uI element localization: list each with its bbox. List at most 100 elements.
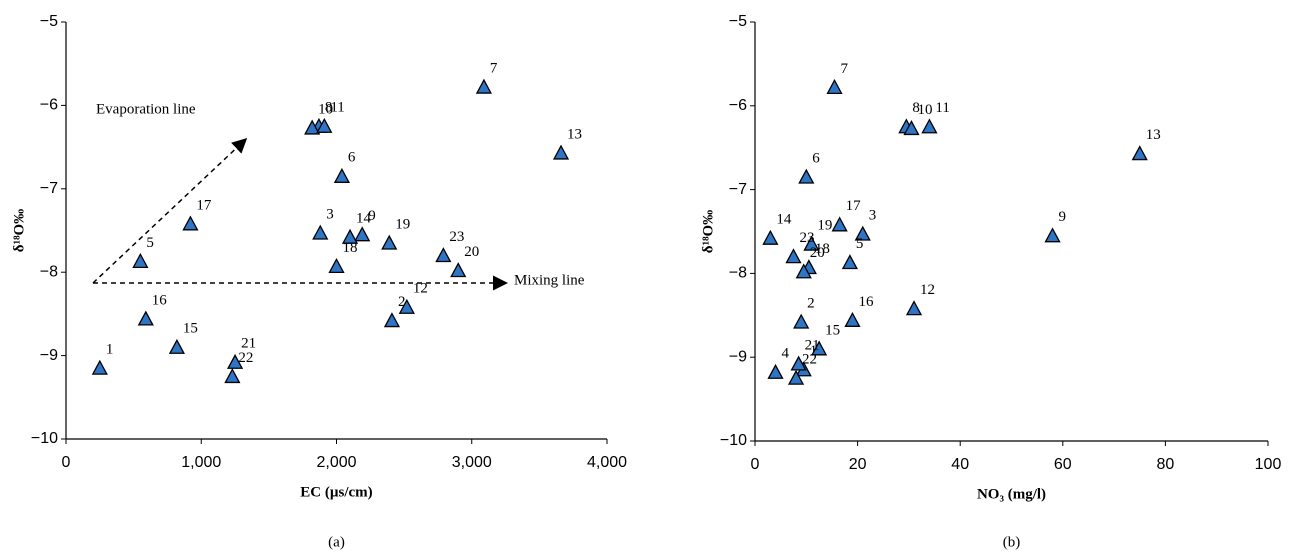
data-point [826,78,843,95]
y-tick-label: −9 [40,347,58,364]
point-label: 8 [325,100,333,116]
data-point [333,167,350,183]
annotation: Evaporation line [96,101,196,117]
data-point [381,234,398,250]
point-label: 4 [782,346,790,362]
point-label: 11 [935,100,949,116]
data-point [354,226,371,242]
data-point [798,168,815,184]
point-label: 10 [318,101,333,117]
point-label: 20 [810,245,825,261]
data-point [182,215,199,231]
panel-label: (a) [328,534,345,550]
y-tick-label: −7 [40,180,58,197]
point-label: 23 [449,229,464,245]
point-label: 18 [815,241,830,257]
point-label: 17 [196,197,212,213]
x-axis-title: NO₃ (mg/l) [977,486,1046,502]
point-label: 9 [368,208,376,224]
point-label: 13 [1146,127,1161,143]
data-point [226,353,244,369]
data-point [168,338,185,354]
point-label: 3 [326,206,334,222]
data-point [552,144,570,160]
data-point [844,311,861,327]
data-point [831,216,848,232]
point-label: 16 [152,292,168,308]
y-tick-label: −10 [31,430,58,447]
point-label: 11 [330,100,344,116]
point-label: 12 [920,282,935,298]
point-label: 22 [238,350,253,366]
x-tick-label: 1,000 [181,454,221,471]
point-label: 19 [395,216,410,232]
y-tick-label: −8 [729,265,747,282]
y-axis-title: δ¹⁸O‰ [700,210,716,253]
point-label: 12 [413,281,428,297]
point-label: 7 [490,60,498,76]
point-label: 14 [356,211,372,227]
data-point [316,117,333,133]
y-axis-title: δ¹⁸O‰ [11,209,27,252]
data-point [341,228,359,244]
x-tick-label: 0 [62,454,71,471]
x-tick-label: 100 [1255,456,1282,473]
point-label: 2 [398,294,406,310]
y-tick-label: −10 [720,432,747,449]
point-label: 9 [1059,209,1067,225]
point-label: 5 [856,236,864,252]
data-point [795,263,812,279]
point-label: 16 [858,294,874,310]
y-tick-label: −7 [729,181,747,198]
data-point [854,225,871,241]
x-tick-label: 3,000 [452,454,492,471]
data-point [224,368,241,384]
point-label: 10 [917,102,932,118]
y-tick-label: −9 [729,348,747,365]
y-tick-label: −5 [40,13,58,30]
point-label: 17 [846,198,862,214]
data-point [767,363,784,379]
data-point [475,78,493,94]
point-label: 15 [825,322,840,338]
point-label: 23 [799,230,814,246]
y-tick-label: −8 [40,263,58,280]
data-point [137,310,154,326]
point-label: 15 [183,321,198,337]
data-point [1131,145,1148,161]
data-point [785,248,802,264]
point-label: 8 [912,100,920,116]
data-point [762,229,779,245]
x-tick-label: 60 [1054,456,1072,473]
data-point [905,300,923,316]
data-point [304,119,321,135]
panel-label: (b) [1003,534,1021,550]
point-label: 1 [106,342,114,358]
point-label: 5 [146,235,154,251]
data-point [787,369,805,385]
y-tick-label: −5 [729,13,747,30]
x-tick-label: 40 [951,456,969,473]
point-label: 21 [241,336,256,352]
data-point [803,235,820,251]
data-point [132,252,149,269]
data-point [312,224,329,240]
data-point [91,359,108,375]
point-label: 18 [343,240,358,256]
x-tick-label: 2,000 [316,454,356,471]
point-label: 6 [812,150,820,166]
point-label: 20 [464,244,479,260]
point-label: 2 [807,295,815,311]
point-label: 22 [802,352,817,368]
data-point [841,254,858,270]
data-point [398,298,415,314]
point-label: 6 [348,150,356,166]
point-label: 3 [869,207,877,223]
x-tick-label: 80 [1157,456,1175,473]
point-label: 21 [805,337,820,353]
data-point [383,312,401,328]
data-point [811,340,828,356]
x-tick-label: 20 [849,456,867,473]
